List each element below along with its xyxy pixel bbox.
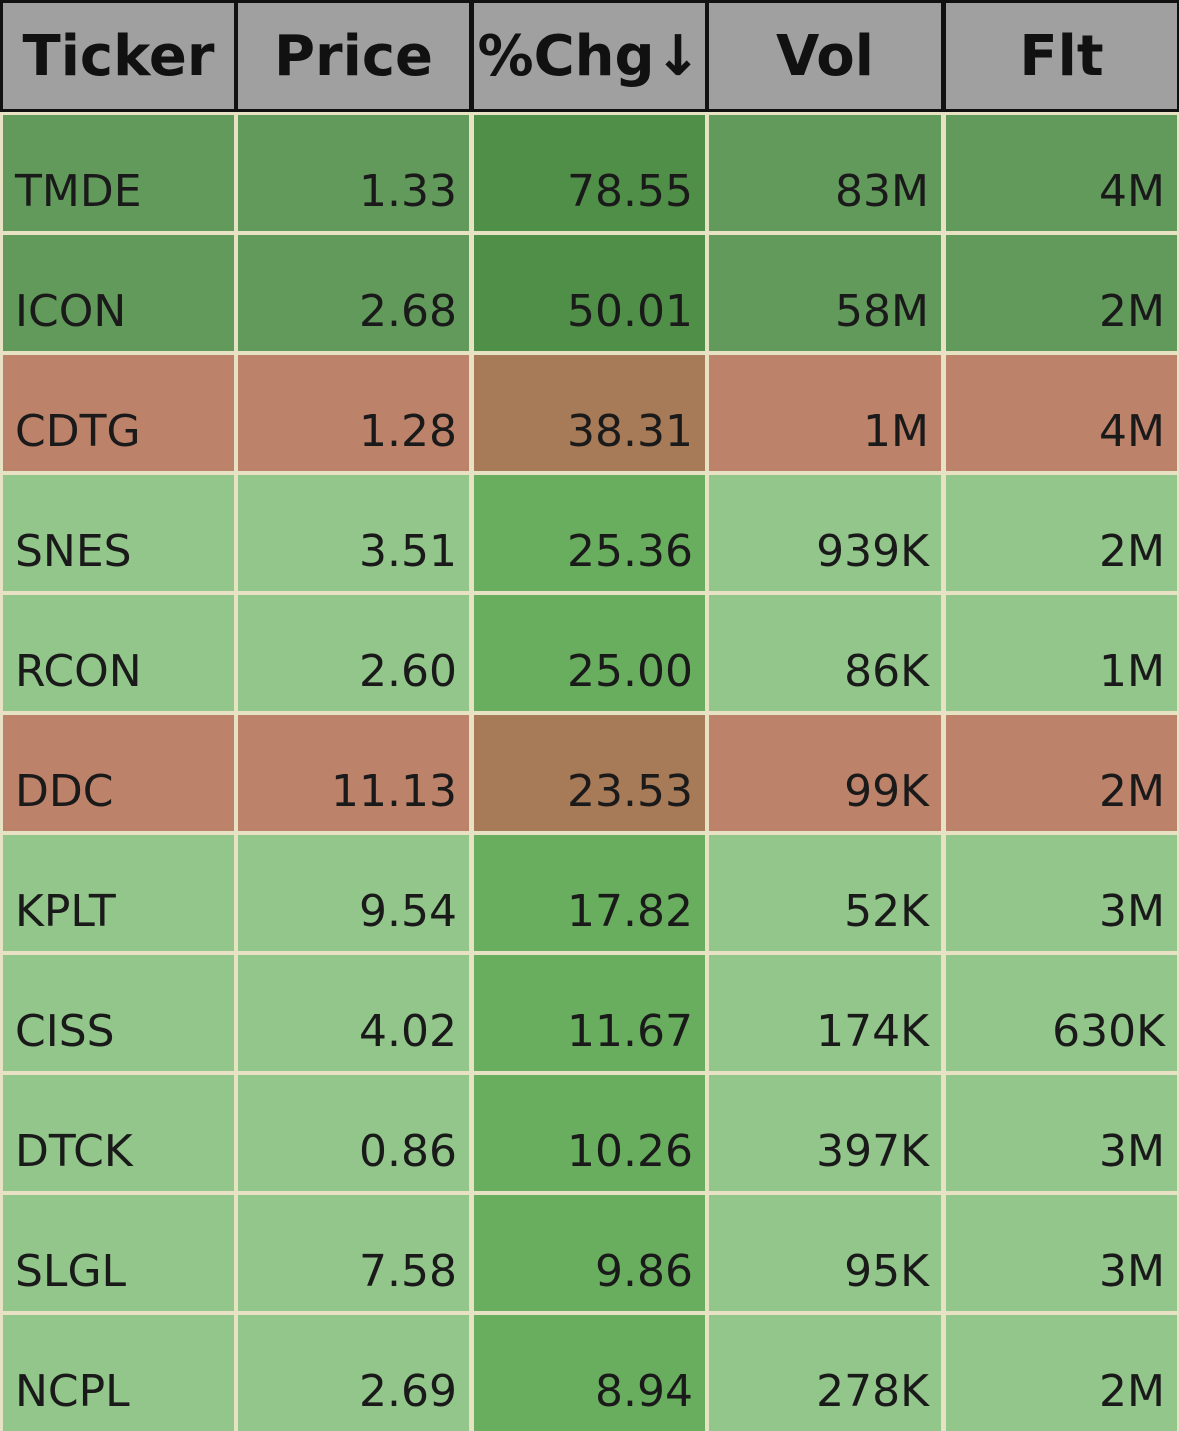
value-cell: 9.86 [474, 1195, 705, 1311]
value-cell: 2M [946, 235, 1177, 351]
value-cell: 2M [946, 475, 1177, 591]
value-cell: 4M [946, 355, 1177, 471]
value-cell: 9.54 [238, 835, 469, 951]
value-cell: 10.26 [474, 1075, 705, 1191]
value-cell: 1.33 [238, 115, 469, 231]
value-cell: 25.36 [474, 475, 705, 591]
value-cell: 4.02 [238, 955, 469, 1071]
value-cell: 86K [709, 595, 941, 711]
ticker-cell: RCON [3, 595, 234, 711]
ticker-cell: ICON [3, 235, 234, 351]
value-cell: 0.86 [238, 1075, 469, 1191]
value-cell: 1M [709, 355, 941, 471]
ticker-cell: CDTG [3, 355, 234, 471]
value-cell: 3M [946, 835, 1177, 951]
value-cell: 2M [946, 1315, 1177, 1431]
column-header[interactable]: Ticker [3, 3, 234, 109]
value-cell: 50.01 [474, 235, 705, 351]
value-cell: 17.82 [474, 835, 705, 951]
value-cell: 2.68 [238, 235, 469, 351]
value-cell: 2.69 [238, 1315, 469, 1431]
value-cell: 939K [709, 475, 941, 591]
value-cell: 83M [709, 115, 941, 231]
column-header[interactable]: Flt [946, 3, 1177, 109]
column-header[interactable]: %Chg↓ [474, 3, 705, 109]
value-cell: 11.13 [238, 715, 469, 831]
value-cell: 3M [946, 1195, 1177, 1311]
ticker-cell: DDC [3, 715, 234, 831]
ticker-cell: TMDE [3, 115, 234, 231]
ticker-cell: NCPL [3, 1315, 234, 1431]
value-cell: 3.51 [238, 475, 469, 591]
value-cell: 1M [946, 595, 1177, 711]
value-cell: 1.28 [238, 355, 469, 471]
value-cell: 2.60 [238, 595, 469, 711]
value-cell: 52K [709, 835, 941, 951]
ticker-cell: SLGL [3, 1195, 234, 1311]
value-cell: 4M [946, 115, 1177, 231]
ticker-cell: SNES [3, 475, 234, 591]
ticker-cell: DTCK [3, 1075, 234, 1191]
value-cell: 7.58 [238, 1195, 469, 1311]
value-cell: 95K [709, 1195, 941, 1311]
ticker-cell: KPLT [3, 835, 234, 951]
value-cell: 397K [709, 1075, 941, 1191]
value-cell: 99K [709, 715, 941, 831]
ticker-cell: CISS [3, 955, 234, 1071]
value-cell: 2M [946, 715, 1177, 831]
value-cell: 3M [946, 1075, 1177, 1191]
value-cell: 278K [709, 1315, 941, 1431]
value-cell: 8.94 [474, 1315, 705, 1431]
value-cell: 11.67 [474, 955, 705, 1071]
column-header[interactable]: Price [238, 3, 469, 109]
value-cell: 38.31 [474, 355, 705, 471]
value-cell: 23.53 [474, 715, 705, 831]
value-cell: 630K [946, 955, 1177, 1071]
value-cell: 174K [709, 955, 941, 1071]
value-cell: 58M [709, 235, 941, 351]
value-cell: 25.00 [474, 595, 705, 711]
value-cell: 78.55 [474, 115, 705, 231]
column-header[interactable]: Vol [709, 3, 941, 109]
